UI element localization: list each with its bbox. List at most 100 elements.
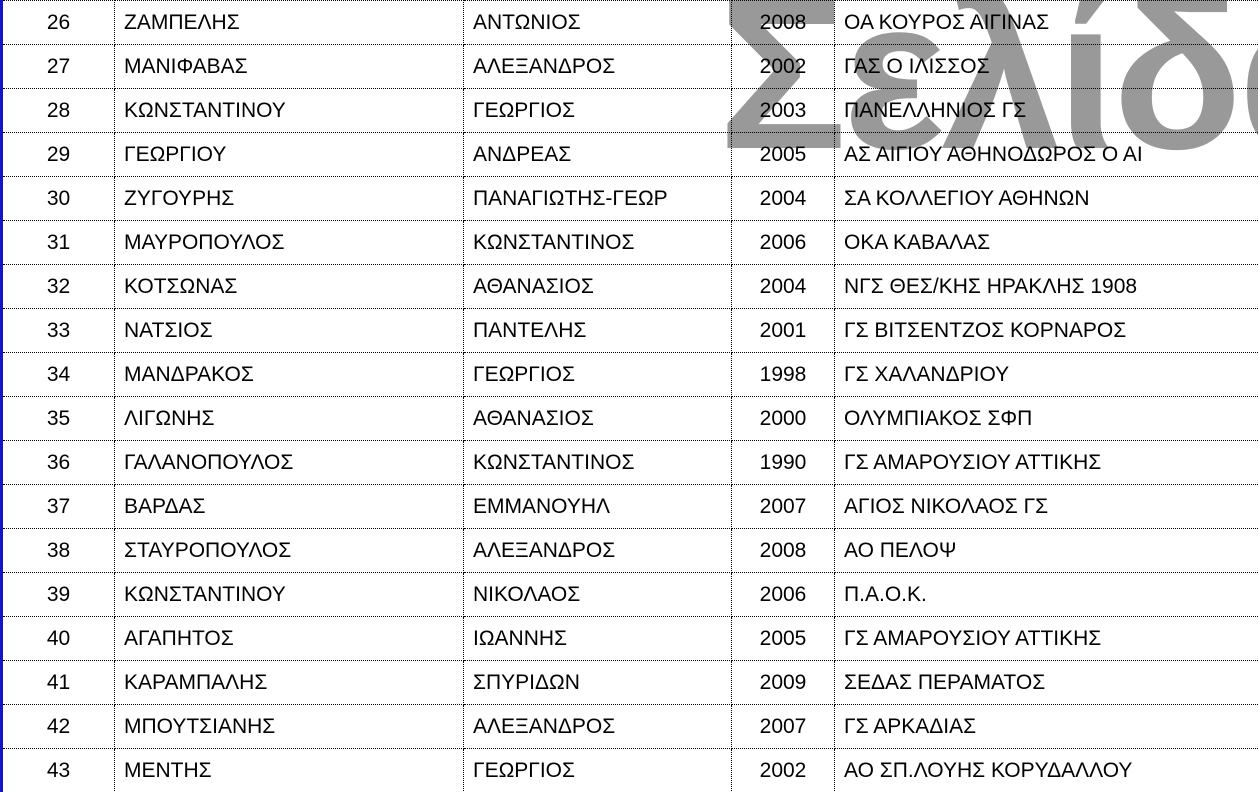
cell-first-name: ΚΩΝΣΤΑΝΤΙΝΟΣ bbox=[463, 220, 732, 265]
cell-last-name: ΚΟΤΣΩΝΑΣ bbox=[114, 264, 464, 309]
cell-rank: 30 bbox=[0, 176, 115, 221]
cell-last-name: ΝΑΤΣΙΟΣ bbox=[114, 308, 464, 353]
cell-club: ΓΑΣ Ο ΙΛΙΣΣΟΣ bbox=[834, 44, 1258, 89]
cell-first-name: ΑΛΕΞΑΝΔΡΟΣ bbox=[463, 528, 732, 573]
cell-first-name: ΓΕΩΡΓΙΟΣ bbox=[463, 88, 732, 133]
table-row: 43 ΜΕΝΤΗΣ ΓΕΩΡΓΙΟΣ 2002 ΑΟ ΣΠ.ΛΟΥΗΣ ΚΟΡΥΔΑΛΛ… bbox=[0, 748, 1258, 792]
cell-club: ΓΣ ΑΜΑΡΟΥΣΙΟΥ ΑΤΤΙΚΗΣ bbox=[834, 616, 1258, 661]
cell-birth-year: 2008 bbox=[731, 0, 835, 45]
cell-last-name: ΣΤΑΥΡΟΠΟΥΛΟΣ bbox=[114, 528, 464, 573]
cell-first-name: ΑΛΕΞΑΝΔΡΟΣ bbox=[463, 704, 732, 749]
cell-birth-year: 2004 bbox=[731, 264, 835, 309]
cell-birth-year: 2004 bbox=[731, 176, 835, 221]
cell-birth-year: 2007 bbox=[731, 704, 835, 749]
table-row: 31 ΜΑΥΡΟΠΟΥΛΟΣ ΚΩΝΣΤΑΝΤΙΝΟΣ 2006 ΟΚΑ ΚΑΒΑΛΑΣ bbox=[0, 220, 1258, 265]
cell-birth-year: 2008 bbox=[731, 528, 835, 573]
cell-last-name: ΚΑΡΑΜΠΑΛΗΣ bbox=[114, 660, 464, 705]
cell-club: ΑΟ ΣΠ.ΛΟΥΗΣ ΚΟΡΥΔΑΛΛΟΥ bbox=[834, 748, 1258, 792]
cell-last-name: ΚΩΝΣΤΑΝΤΙΝΟΥ bbox=[114, 572, 464, 617]
cell-club: ΟΑ ΚΟΥΡΟΣ ΑΙΓΙΝΑΣ bbox=[834, 0, 1258, 45]
cell-birth-year: 2003 bbox=[731, 88, 835, 133]
cell-first-name: ΑΝΔΡΕΑΣ bbox=[463, 132, 732, 177]
cell-last-name: ΜΑΝΙΦΑΒΑΣ bbox=[114, 44, 464, 89]
cell-last-name: ΜΠΟΥΤΣΙΑΝΗΣ bbox=[114, 704, 464, 749]
cell-rank: 33 bbox=[0, 308, 115, 353]
cell-first-name: ΠΑΝΤΕΛΗΣ bbox=[463, 308, 732, 353]
cell-rank: 43 bbox=[0, 748, 115, 792]
cell-club: ΣΑ ΚΟΛΛΕΓΙΟΥ ΑΘΗΝΩΝ bbox=[834, 176, 1258, 221]
cell-rank: 31 bbox=[0, 220, 115, 265]
cell-rank: 26 bbox=[0, 0, 115, 45]
cell-last-name: ΒΑΡΔΑΣ bbox=[114, 484, 464, 529]
cell-first-name: ΠΑΝΑΓΙΩΤΗΣ-ΓΕΩΡ bbox=[463, 176, 732, 221]
cell-last-name: ΜΑΝΔΡΑΚΟΣ bbox=[114, 352, 464, 397]
cell-first-name: ΓΕΩΡΓΙΟΣ bbox=[463, 748, 732, 792]
table-row: 33 ΝΑΤΣΙΟΣ ΠΑΝΤΕΛΗΣ 2001 ΓΣ ΒΙΤΣΕΝΤΖΟΣ ΚΟΡΝΑ… bbox=[0, 308, 1258, 353]
table-row: 28 ΚΩΝΣΤΑΝΤΙΝΟΥ ΓΕΩΡΓΙΟΣ 2003 ΠΑΝΕΛΛΗΝΙΟΣ ΓΣ bbox=[0, 88, 1258, 133]
cell-birth-year: 2005 bbox=[731, 132, 835, 177]
cell-birth-year: 1990 bbox=[731, 440, 835, 485]
cell-rank: 42 bbox=[0, 704, 115, 749]
table-row: 32 ΚΟΤΣΩΝΑΣ ΑΘΑΝΑΣΙΟΣ 2004 ΝΓΣ ΘΕΣ/ΚΗΣ ΗΡΑΚΛ… bbox=[0, 264, 1258, 309]
cell-rank: 41 bbox=[0, 660, 115, 705]
cell-club: ΠΑΝΕΛΛΗΝΙΟΣ ΓΣ bbox=[834, 88, 1258, 133]
cell-birth-year: 2007 bbox=[731, 484, 835, 529]
cell-birth-year: 1998 bbox=[731, 352, 835, 397]
cell-last-name: ΖΑΜΠΕΛΗΣ bbox=[114, 0, 464, 45]
table-row: 36 ΓΑΛΑΝΟΠΟΥΛΟΣ ΚΩΝΣΤΑΝΤΙΝΟΣ 1990 ΓΣ ΑΜΑΡΟΥΣ… bbox=[0, 440, 1258, 485]
cell-rank: 27 bbox=[0, 44, 115, 89]
cell-club: ΓΣ ΑΜΑΡΟΥΣΙΟΥ ΑΤΤΙΚΗΣ bbox=[834, 440, 1258, 485]
cell-club: ΣΕΔΑΣ ΠΕΡΑΜΑΤΟΣ bbox=[834, 660, 1258, 705]
cell-club: ΓΣ ΧΑΛΑΝΔΡΙΟΥ bbox=[834, 352, 1258, 397]
cell-birth-year: 2006 bbox=[731, 572, 835, 617]
table-row: 27 ΜΑΝΙΦΑΒΑΣ ΑΛΕΞΑΝΔΡΟΣ 2002 ΓΑΣ Ο ΙΛΙΣΣΟΣ bbox=[0, 44, 1258, 89]
cell-last-name: ΓΑΛΑΝΟΠΟΥΛΟΣ bbox=[114, 440, 464, 485]
cell-last-name: ΜΕΝΤΗΣ bbox=[114, 748, 464, 792]
cell-last-name: ΓΕΩΡΓΙΟΥ bbox=[114, 132, 464, 177]
table-row: 39 ΚΩΝΣΤΑΝΤΙΝΟΥ ΝΙΚΟΛΑΟΣ 2006 Π.Α.Ο.Κ. bbox=[0, 572, 1258, 617]
cell-club: ΑΟ ΠΕΛΟΨ bbox=[834, 528, 1258, 573]
table-row: 38 ΣΤΑΥΡΟΠΟΥΛΟΣ ΑΛΕΞΑΝΔΡΟΣ 2008 ΑΟ ΠΕΛΟΨ bbox=[0, 528, 1258, 573]
cell-club: ΓΣ ΑΡΚΑΔΙΑΣ bbox=[834, 704, 1258, 749]
table-row: 30 ΖΥΓΟΥΡΗΣ ΠΑΝΑΓΙΩΤΗΣ-ΓΕΩΡ 2004 ΣΑ ΚΟΛΛΕΓΙΟ… bbox=[0, 176, 1258, 221]
cell-club: ΟΛΥΜΠΙΑΚΟΣ ΣΦΠ bbox=[834, 396, 1258, 441]
cell-first-name: ΑΘΑΝΑΣΙΟΣ bbox=[463, 264, 732, 309]
cell-last-name: ΑΓΑΠΗΤΟΣ bbox=[114, 616, 464, 661]
table-row: 29 ΓΕΩΡΓΙΟΥ ΑΝΔΡΕΑΣ 2005 ΑΣ ΑΙΓΙΟΥ ΑΘΗΝΟΔΩΡΟ… bbox=[0, 132, 1258, 177]
table-row: 37 ΒΑΡΔΑΣ ΕΜΜΑΝΟΥΗΛ 2007 ΑΓΙΟΣ ΝΙΚΟΛΑΟΣ ΓΣ bbox=[0, 484, 1258, 529]
cell-birth-year: 2002 bbox=[731, 748, 835, 792]
table-row: 40 ΑΓΑΠΗΤΟΣ ΙΩΑΝΝΗΣ 2005 ΓΣ ΑΜΑΡΟΥΣΙΟΥ ΑΤΤΙΚ… bbox=[0, 616, 1258, 661]
cell-birth-year: 2006 bbox=[731, 220, 835, 265]
cell-club: ΓΣ ΒΙΤΣΕΝΤΖΟΣ ΚΟΡΝΑΡΟΣ bbox=[834, 308, 1258, 353]
cell-club: ΑΓΙΟΣ ΝΙΚΟΛΑΟΣ ΓΣ bbox=[834, 484, 1258, 529]
cell-last-name: ΖΥΓΟΥΡΗΣ bbox=[114, 176, 464, 221]
cell-rank: 38 bbox=[0, 528, 115, 573]
table-row: 41 ΚΑΡΑΜΠΑΛΗΣ ΣΠΥΡΙΔΩΝ 2009 ΣΕΔΑΣ ΠΕΡΑΜΑΤΟΣ bbox=[0, 660, 1258, 705]
cell-club: ΟΚΑ ΚΑΒΑΛΑΣ bbox=[834, 220, 1258, 265]
cell-first-name: ΑΛΕΞΑΝΔΡΟΣ bbox=[463, 44, 732, 89]
cell-first-name: ΚΩΝΣΤΑΝΤΙΝΟΣ bbox=[463, 440, 732, 485]
cell-first-name: ΣΠΥΡΙΔΩΝ bbox=[463, 660, 732, 705]
cell-first-name: ΕΜΜΑΝΟΥΗΛ bbox=[463, 484, 732, 529]
cell-first-name: ΑΘΑΝΑΣΙΟΣ bbox=[463, 396, 732, 441]
cell-club: ΑΣ ΑΙΓΙΟΥ ΑΘΗΝΟΔΩΡΟΣ Ο ΑΙ bbox=[834, 132, 1258, 177]
cell-first-name: ΙΩΑΝΝΗΣ bbox=[463, 616, 732, 661]
cell-rank: 36 bbox=[0, 440, 115, 485]
cell-first-name: ΑΝΤΩΝΙΟΣ bbox=[463, 0, 732, 45]
cell-rank: 29 bbox=[0, 132, 115, 177]
cell-rank: 28 bbox=[0, 88, 115, 133]
cell-club: ΝΓΣ ΘΕΣ/ΚΗΣ ΗΡΑΚΛΗΣ 1908 bbox=[834, 264, 1258, 309]
cell-birth-year: 2005 bbox=[731, 616, 835, 661]
cell-birth-year: 2002 bbox=[731, 44, 835, 89]
cell-last-name: ΚΩΝΣΤΑΝΤΙΝΟΥ bbox=[114, 88, 464, 133]
cell-rank: 39 bbox=[0, 572, 115, 617]
cell-birth-year: 2009 bbox=[731, 660, 835, 705]
table-row: 35 ΛΙΓΩΝΗΣ ΑΘΑΝΑΣΙΟΣ 2000 ΟΛΥΜΠΙΑΚΟΣ ΣΦΠ bbox=[0, 396, 1258, 441]
cell-first-name: ΓΕΩΡΓΙΟΣ bbox=[463, 352, 732, 397]
cell-birth-year: 2001 bbox=[731, 308, 835, 353]
cell-rank: 37 bbox=[0, 484, 115, 529]
cell-rank: 40 bbox=[0, 616, 115, 661]
cell-rank: 35 bbox=[0, 396, 115, 441]
